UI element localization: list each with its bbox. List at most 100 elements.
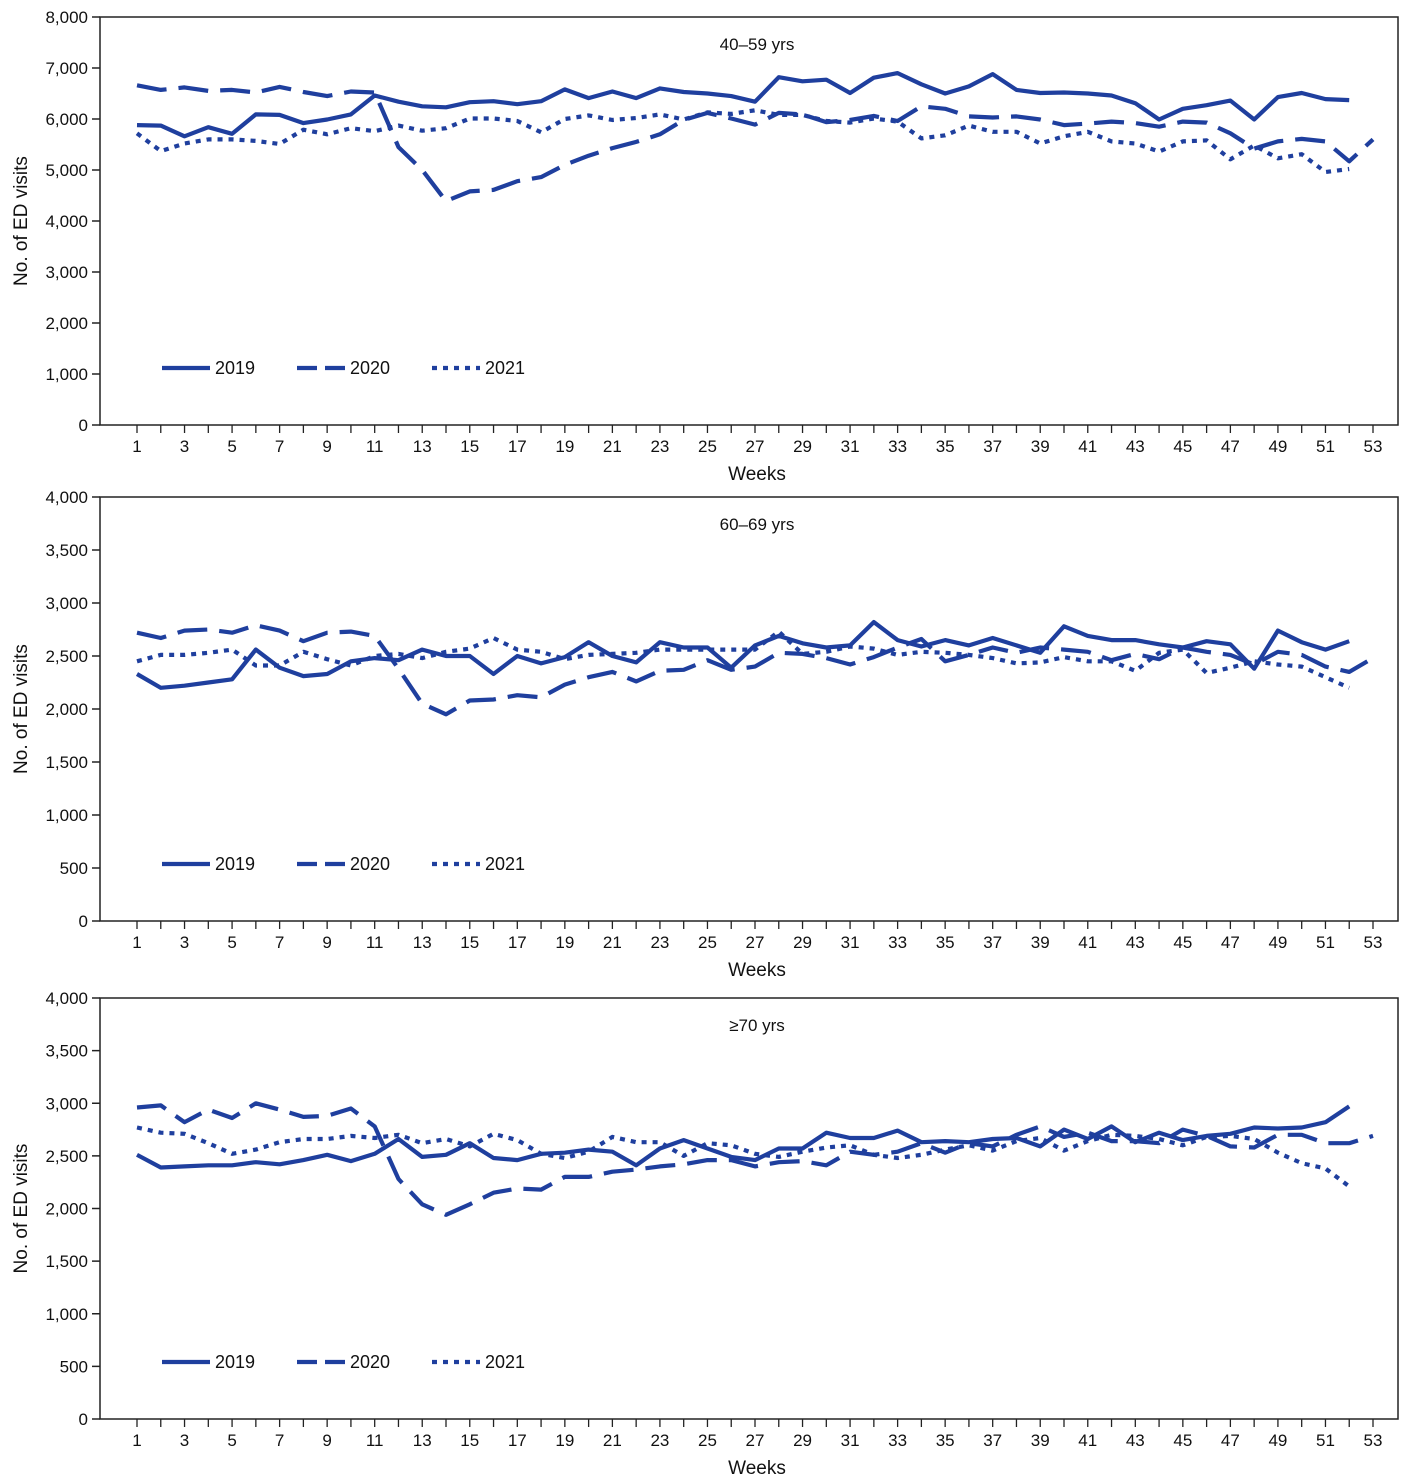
- x-tick-label: 11: [366, 437, 384, 456]
- y-tick-label: 2,500: [45, 647, 88, 666]
- y-tick-label: 1,500: [45, 753, 88, 772]
- legend-label-2020: 2020: [350, 854, 390, 874]
- x-tick-label: 37: [983, 933, 1002, 952]
- panel-title: ≥70 yrs: [729, 1016, 785, 1035]
- x-tick-label: 39: [1031, 437, 1050, 456]
- x-tick-label: 35: [936, 933, 955, 952]
- x-tick-label: 25: [698, 1431, 717, 1450]
- x-axis-title: Weeks: [728, 464, 786, 485]
- x-tick-label: 7: [275, 933, 284, 952]
- y-tick-label: 3,000: [45, 1094, 88, 1113]
- legend-label-2021: 2021: [485, 1352, 525, 1372]
- x-tick-label: 37: [983, 1431, 1002, 1450]
- x-tick-label: 45: [1173, 437, 1192, 456]
- y-tick-label: 4,000: [45, 488, 88, 507]
- x-tick-label: 51: [1316, 437, 1335, 456]
- x-tick-label: 1: [132, 1431, 141, 1450]
- y-tick-label: 3,000: [45, 263, 88, 282]
- y-tick-label: 2,000: [45, 314, 88, 333]
- y-tick-label: 3,500: [45, 1042, 88, 1061]
- y-tick-label: 5,000: [45, 161, 88, 180]
- y-tick-label: 1,000: [45, 806, 88, 825]
- chart-panel-3: 0 500 1,000 1,500 2,000 2,500 3,000 3,500 4,000 1…: [11, 989, 1399, 1477]
- y-axis-title: No. of ED visits: [11, 644, 32, 774]
- y-tick-label: 0: [79, 912, 88, 931]
- x-tick-label: 19: [555, 437, 574, 456]
- series-line-2020: [136, 623, 1375, 717]
- y-tick-label: 6,000: [45, 110, 88, 129]
- x-tick-label: 25: [698, 933, 717, 952]
- x-tick-label: 39: [1031, 1431, 1050, 1450]
- y-tick-label: 2,000: [45, 700, 88, 719]
- x-axis-title: Weeks: [728, 960, 786, 981]
- chart-panel-2: 0 500 1,000 1,500 2,000 2,500 3,000 3,500 4,000 1…: [11, 488, 1399, 981]
- x-tick-label: 3: [180, 437, 189, 456]
- y-tick-label: 0: [79, 416, 88, 435]
- x-axis-title: Weeks: [728, 1458, 786, 1477]
- y-tick-label: 4,000: [45, 212, 88, 231]
- x-tick-label: 31: [841, 437, 860, 456]
- x-tick-label: 29: [793, 1431, 812, 1450]
- x-tick-label: 17: [508, 437, 527, 456]
- x-tick-label: 43: [1126, 933, 1145, 952]
- x-tick-label: 45: [1173, 1431, 1192, 1450]
- x-tick-label: 39: [1031, 933, 1050, 952]
- x-tick-label: 25: [698, 437, 717, 456]
- x-tick-label: 31: [841, 1431, 860, 1450]
- x-tick-label: 51: [1316, 933, 1335, 952]
- x-tick-label: 17: [508, 1431, 527, 1450]
- y-tick-label: 2,500: [45, 1147, 88, 1166]
- x-tick-label: 17: [508, 933, 527, 952]
- panel-title: 40–59 yrs: [720, 35, 795, 54]
- x-tick-label: 37: [983, 437, 1002, 456]
- legend-label-2019: 2019: [215, 358, 255, 378]
- x-tick-label: 53: [1364, 933, 1383, 952]
- x-tick-label: 1: [132, 933, 141, 952]
- x-tick-label: 23: [650, 933, 669, 952]
- x-tick-label: 13: [413, 933, 432, 952]
- x-tick-label: 27: [746, 1431, 765, 1450]
- y-tick-label: 1,000: [45, 1305, 88, 1324]
- x-tick-label: 5: [227, 933, 236, 952]
- x-tick-label: 27: [746, 933, 765, 952]
- y-axis-title: No. of ED visits: [11, 1144, 32, 1274]
- series-line-2020: [136, 1101, 1374, 1217]
- y-tick-label: 1,000: [45, 365, 88, 384]
- x-tick-label: 51: [1316, 1431, 1335, 1450]
- plot-frame: [99, 16, 1399, 426]
- y-tick-label: 8,000: [45, 8, 88, 27]
- x-tick-label: 9: [322, 437, 331, 456]
- x-tick-label: 9: [322, 933, 331, 952]
- y-tick-label: 2,000: [45, 1200, 88, 1219]
- series-line-2021: [136, 629, 1351, 690]
- x-tick-label: 33: [888, 437, 907, 456]
- x-tick-label: 3: [180, 933, 189, 952]
- x-tick-label: 53: [1364, 1431, 1383, 1450]
- plot-frame: [99, 496, 1399, 922]
- x-tick-label: 35: [936, 1431, 955, 1450]
- x-tick-label: 29: [793, 437, 812, 456]
- x-tick-label: 33: [888, 933, 907, 952]
- y-tick-label: 3,000: [45, 594, 88, 613]
- x-tick-label: 7: [275, 1431, 284, 1450]
- plot-frame: [99, 997, 1399, 1420]
- x-tick-label: 49: [1268, 437, 1287, 456]
- legend-label-2019: 2019: [215, 1352, 255, 1372]
- x-tick-label: 53: [1364, 437, 1383, 456]
- x-tick-label: 1: [132, 437, 141, 456]
- x-tick-label: 3: [180, 1431, 189, 1450]
- x-tick-label: 13: [413, 1431, 432, 1450]
- series-line-2019: [136, 1104, 1351, 1170]
- chart-panel-1: 0 1,000 2,000 3,000 4,000 5,000 6,000 7,000 8,00…: [11, 8, 1399, 485]
- x-tick-label: 7: [275, 437, 284, 456]
- series-line-2019: [136, 70, 1350, 139]
- x-tick-label: 21: [603, 1431, 622, 1450]
- x-tick-label: 9: [322, 1431, 331, 1450]
- x-tick-label: 47: [1221, 933, 1240, 952]
- x-tick-label: 23: [650, 1431, 669, 1450]
- x-tick-label: 47: [1221, 437, 1240, 456]
- x-tick-label: 5: [227, 1431, 236, 1450]
- x-tick-label: 29: [793, 933, 812, 952]
- x-tick-label: 35: [936, 437, 955, 456]
